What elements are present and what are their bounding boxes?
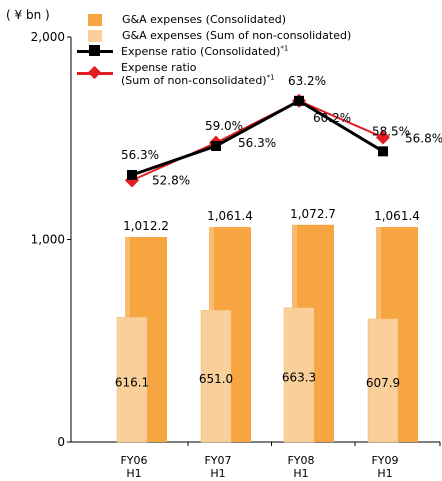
ratio-label-nonconsolidated: 52.8% [152, 173, 190, 187]
bar-label-nonconsolidated: 663.3 [282, 370, 316, 384]
x-tick-label: H1 [293, 467, 308, 480]
ratio-marker-nonconsolidated [375, 130, 391, 145]
ratio-label-nonconsolidated: 56.3% [238, 136, 276, 150]
ratio-marker-consolidated [378, 146, 388, 157]
ratio-label-consolidated: 59.0% [205, 119, 243, 133]
ratio-marker-consolidated [127, 170, 137, 180]
bar-nonconsolidated [283, 307, 315, 443]
ratio-marker-consolidated [294, 95, 304, 106]
legend-line-consolidated [77, 45, 113, 57]
ratio-line-consolidated [131, 99, 384, 177]
unit-label: ( ¥ bn ) [6, 8, 50, 22]
legend-item-consolidated-ratio: Expense ratio (Consolidated)*1 [77, 44, 289, 58]
legend-item-nonconsolidated-ratio: Expense ratio (Sum of non-consolidated)*… [77, 61, 275, 87]
bar-nonconsolidated [116, 316, 148, 443]
ratio-label-nonconsolidated: 60.2% [313, 111, 351, 125]
legend-line-nonconsolidated [77, 65, 113, 80]
legend-swatch-nonconsolidated [88, 30, 102, 42]
legend-item-consolidated-expenses: G&A expenses (Consolidated) [88, 13, 286, 26]
x-tick-label: FY06 [120, 454, 147, 467]
ratio-label-consolidated: 56.3% [121, 148, 159, 162]
bar-nonconsolidated [367, 318, 399, 443]
x-tick-label: FY07 [204, 454, 231, 467]
x-tick-label: H1 [126, 467, 141, 480]
x-tick-label: FY08 [287, 454, 314, 467]
ratio-label-consolidated: 58.5% [372, 124, 410, 138]
legend-swatch-consolidated [88, 14, 102, 26]
y-tick-label: 0 [57, 435, 65, 449]
legend-label: G&A expenses (Consolidated) [122, 13, 286, 26]
x-tick-label: FY09 [371, 454, 398, 467]
legend-label: Expense ratio (Consolidated)*1 [121, 44, 289, 58]
ratio-label-nonconsolidated: 56.8% [405, 131, 442, 145]
ratio-marker-consolidated [211, 140, 221, 151]
bar-label-consolidated: 1,061.4 [207, 209, 253, 223]
ratio-label-consolidated: 63.2% [288, 74, 326, 88]
bar-label-nonconsolidated: 616.1 [115, 375, 149, 389]
x-tick-label: H1 [377, 467, 392, 480]
bar-label-consolidated: 1,061.4 [374, 209, 420, 223]
legend-item-nonconsolidated-expenses: G&A expenses (Sum of non-consolidated) [88, 29, 351, 42]
bar-label-consolidated: 1,072.7 [290, 207, 336, 221]
x-tick-label: H1 [210, 467, 225, 480]
y-tick-label: 2,000 [31, 30, 65, 44]
bar-label-nonconsolidated: 651.0 [199, 372, 233, 386]
legend-label: Expense ratio (Sum of non-consolidated)*… [121, 61, 275, 87]
bar-label-nonconsolidated: 607.9 [366, 376, 400, 390]
legend-label: G&A expenses (Sum of non-consolidated) [122, 29, 352, 42]
y-tick-label: 1,000 [31, 233, 65, 247]
bar-label-consolidated: 1,012.2 [123, 219, 169, 233]
bar-nonconsolidated [200, 309, 232, 443]
